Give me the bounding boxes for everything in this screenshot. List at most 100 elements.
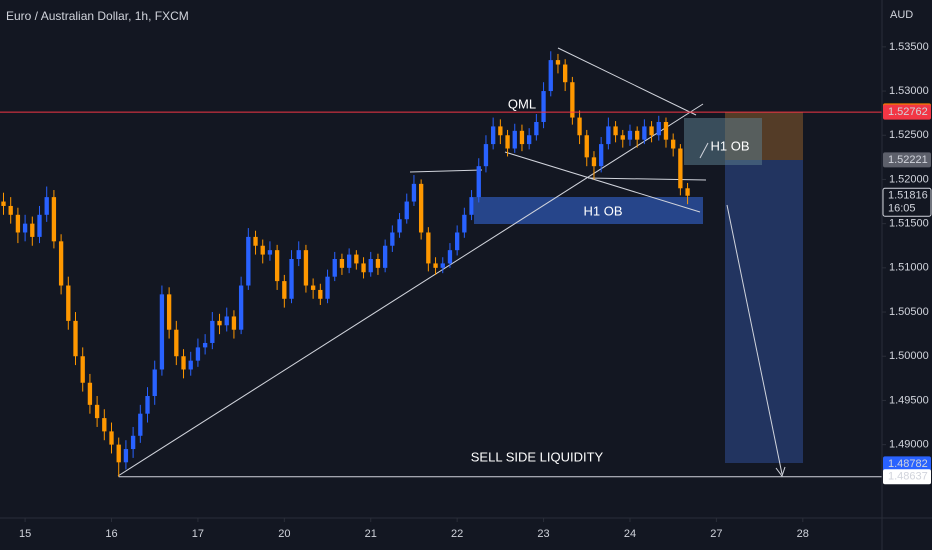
candle-body (94, 404, 100, 419)
candle (570, 76, 575, 125)
candle (123, 440, 129, 470)
candle (195, 338, 201, 367)
candle (591, 151, 597, 180)
candle-body (51, 197, 57, 242)
candle-body (44, 197, 49, 215)
price-label-box (883, 152, 931, 168)
x-tick-label: 20 (278, 528, 290, 540)
candle (109, 422, 114, 454)
y-tick-label: 1.53000 (889, 85, 929, 97)
candle-body (354, 254, 359, 264)
price-label: 1.52221 (888, 154, 928, 166)
candle-body (505, 135, 510, 149)
candle (627, 124, 633, 146)
candle-body (30, 223, 35, 237)
candle-body (15, 214, 21, 233)
candle-body (591, 157, 597, 167)
candle (354, 250, 359, 270)
candle-body (476, 166, 481, 198)
candle (526, 128, 532, 150)
x-tick-label: 16 (105, 528, 117, 540)
candle (483, 135, 489, 173)
candle (685, 182, 690, 205)
candle (8, 197, 13, 224)
candle (418, 179, 424, 240)
candle-body (649, 126, 654, 136)
candle (87, 373, 93, 414)
candle (30, 216, 35, 246)
candle (253, 230, 258, 255)
candle (339, 253, 345, 275)
candle (166, 287, 172, 339)
candle (289, 250, 294, 304)
candle-body (483, 144, 489, 167)
candle (246, 228, 251, 290)
candle-body (577, 117, 582, 136)
y-tick-label: 1.52500 (889, 129, 929, 141)
candle (181, 349, 186, 379)
candle (361, 257, 366, 279)
candle-body (217, 320, 222, 326)
x-tick-label: 21 (365, 528, 377, 540)
candle (555, 53, 561, 74)
candle (66, 276, 71, 330)
candle (188, 351, 193, 376)
y-tick-label: 1.49500 (889, 394, 929, 406)
candle-body (663, 121, 669, 140)
candle (296, 241, 301, 267)
candle-body (635, 130, 640, 140)
candle-body (224, 316, 229, 326)
candle-body (462, 214, 467, 233)
y-tick-label: 1.49000 (889, 439, 929, 451)
candle-body (613, 126, 618, 136)
y-tick-label: 1.50000 (889, 350, 929, 362)
candle (138, 404, 143, 443)
candle (73, 312, 78, 366)
candle (102, 409, 107, 441)
candle-body (166, 294, 172, 330)
candle (303, 244, 309, 293)
candle-body (548, 60, 553, 92)
x-tick-label: 23 (537, 528, 549, 540)
candle (80, 347, 85, 392)
candle (498, 119, 503, 145)
candle (454, 225, 460, 256)
chart-title: Euro / Australian Dollar, 1h, FXCM (6, 9, 189, 23)
candle-body (253, 236, 258, 246)
candle (404, 193, 409, 224)
candle-body (58, 241, 64, 286)
candle (274, 244, 280, 290)
candle-body (440, 263, 445, 268)
candle (656, 115, 661, 141)
candle-body (296, 250, 301, 259)
x-tick-label: 27 (710, 528, 722, 540)
candle (116, 437, 121, 477)
candle (649, 121, 654, 143)
candle (635, 126, 640, 148)
candle (599, 137, 604, 173)
x-tick-label: 24 (624, 528, 636, 540)
candle-body (116, 444, 121, 463)
candle (94, 396, 100, 427)
candle-body (1, 201, 6, 206)
drawings (117, 47, 786, 478)
candle-body (267, 250, 273, 255)
candle-body (498, 126, 503, 136)
candle (267, 241, 273, 261)
candle-body (671, 139, 676, 149)
candle (159, 285, 165, 376)
candle-body (210, 320, 215, 343)
annotation: QML (508, 96, 536, 111)
candle-body (22, 223, 28, 233)
candle-body (642, 126, 647, 140)
trend-line (557, 47, 697, 116)
candle (426, 227, 431, 272)
candle-body (80, 356, 85, 383)
candle-body (188, 360, 193, 370)
candle (15, 207, 21, 244)
candle-body (606, 126, 611, 145)
candle (325, 269, 330, 304)
price-label-box (882, 187, 932, 217)
candle (217, 313, 222, 335)
candle-body (469, 197, 474, 215)
